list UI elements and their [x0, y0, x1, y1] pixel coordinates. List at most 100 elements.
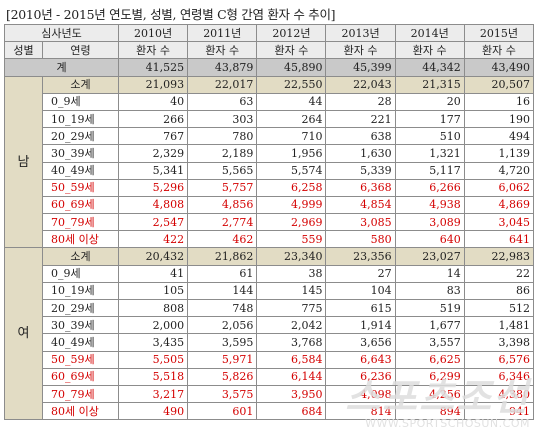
value-cell: 264 [256, 109, 327, 129]
total-label: 계 [3, 58, 120, 77]
value-cell: 1,139 [463, 144, 535, 163]
value-cell: 4,938 [394, 195, 465, 215]
value-cell: 4,854 [325, 195, 396, 215]
value-cell: 6,266 [394, 178, 465, 197]
age-cell: 30_39세 [41, 316, 120, 335]
value-cell: 775 [256, 298, 327, 318]
value-cell: 6,236 [325, 367, 396, 386]
total-cell: 41,525 [118, 58, 189, 77]
value-cell: 20 [394, 92, 465, 111]
value-cell: 490 [118, 402, 189, 421]
metric-header-row: 성별 연령 환자 수 환자 수 환자 수 환자 수 환자 수 환자 수 [4, 41, 535, 60]
value-cell: 5,826 [187, 367, 258, 386]
value-cell: 86 [463, 281, 535, 301]
value-cell: 5,574 [256, 161, 327, 180]
subtotal-row: 남 소계 21,093 22,017 22,550 22,043 21,315 20,507 [4, 75, 535, 249]
value-cell: 748 [187, 298, 258, 318]
metric-header: 환자 수 [187, 41, 258, 60]
subtotal-cell: 21,093 [118, 75, 189, 94]
value-cell: 105 [118, 281, 189, 301]
year-header: 2015년 [463, 23, 535, 43]
value-cell: 6,643 [325, 350, 396, 369]
value-cell: 14 [394, 264, 465, 283]
age-cell: 0_9세 [41, 264, 120, 283]
age-cell: 50_59세 [41, 350, 120, 369]
subtotal-cell: 20,432 [118, 247, 189, 266]
value-cell: 5,117 [394, 161, 465, 180]
value-cell: 1,321 [394, 144, 465, 163]
value-cell: 4,856 [187, 195, 258, 215]
value-cell: 40 [118, 92, 189, 111]
value-cell: 5,971 [187, 350, 258, 369]
age-cell: 10_19세 [41, 281, 120, 301]
value-cell: 641 [463, 230, 535, 249]
value-cell: 44 [256, 92, 327, 111]
value-cell: 266 [118, 109, 189, 129]
value-cell: 494 [463, 127, 535, 146]
value-cell: 3,089 [394, 213, 465, 232]
value-cell: 41 [118, 264, 189, 283]
table-row: 20_29세 767 780 710 638 510 494 [5, 127, 535, 146]
value-cell: 3,398 [463, 333, 535, 352]
subtotal-cell: 21,862 [187, 247, 258, 266]
value-cell: 3,575 [187, 384, 258, 404]
table-row: 30_39세 2,329 2,189 1,956 1,630 1,321 1,139 [5, 144, 535, 163]
value-cell: 104 [325, 281, 396, 301]
table-row: 0_9세 41 61 38 27 14 22 [5, 264, 535, 283]
year-header: 2013년 [325, 23, 396, 43]
year-header-row: 심사년도 2010년 2011년 2012년 2013년 2014년 2015년 [3, 23, 535, 43]
value-cell: 6,346 [463, 367, 535, 386]
value-cell: 3,085 [325, 213, 396, 232]
value-cell: 144 [187, 281, 258, 301]
value-cell: 512 [463, 298, 535, 318]
value-cell: 16 [463, 92, 535, 111]
subtotal-cell: 20,507 [463, 75, 535, 94]
value-cell: 519 [394, 298, 465, 318]
value-cell: 5,339 [325, 161, 396, 180]
value-cell: 2,000 [118, 316, 189, 335]
value-cell: 710 [256, 127, 327, 146]
year-header: 2014년 [394, 23, 465, 43]
sex-header: 성별 [4, 41, 43, 60]
table-row: 50_59세 5,505 5,971 6,584 6,643 6,625 6,576 [5, 350, 535, 369]
value-cell: 1,956 [256, 144, 327, 163]
value-cell: 5,757 [187, 178, 258, 197]
value-cell: 5,518 [118, 367, 189, 386]
value-cell: 5,296 [118, 178, 189, 197]
age-header: 연령 [41, 41, 120, 60]
year-header: 2010년 [118, 23, 189, 43]
value-cell: 2,329 [118, 144, 189, 163]
value-cell: 3,435 [118, 333, 189, 352]
metric-header: 환자 수 [118, 41, 189, 60]
age-cell: 40_49세 [41, 161, 120, 180]
total-cell: 43,879 [187, 58, 258, 77]
value-cell: 5,505 [118, 350, 189, 369]
age-cell: 10_19세 [41, 109, 120, 129]
total-cell: 45,399 [325, 58, 396, 77]
age-cell: 80세 이상 [41, 230, 120, 249]
table-title: [2010년 - 2015년 연도별, 성별, 연령별 C형 간염 환자 수 추… [6, 7, 336, 22]
value-cell: 640 [394, 230, 465, 249]
value-cell: 61 [187, 264, 258, 283]
value-cell: 3,217 [118, 384, 189, 404]
value-cell: 2,969 [256, 213, 327, 232]
value-cell: 83 [394, 281, 465, 301]
value-cell: 6,062 [463, 178, 535, 197]
table-row: 50_59세 5,296 5,757 6,258 6,368 6,266 6,062 [5, 178, 535, 197]
value-cell: 2,056 [187, 316, 258, 335]
value-cell: 601 [187, 402, 258, 421]
age-cell: 20_29세 [41, 127, 120, 146]
sex-cell: 여 [4, 247, 43, 421]
value-cell: 6,625 [394, 350, 465, 369]
value-cell: 4,256 [394, 384, 465, 404]
value-cell: 303 [187, 109, 258, 129]
age-cell: 70_79세 [41, 384, 120, 404]
total-cell: 43,490 [463, 58, 535, 77]
age-cell: 50_59세 [41, 178, 120, 197]
value-cell: 6,144 [256, 367, 327, 386]
age-cell: 40_49세 [41, 333, 120, 352]
table-row: 60_69세 5,518 5,826 6,144 6,236 6,299 6,346 [5, 367, 535, 386]
value-cell: 638 [325, 127, 396, 146]
value-cell: 63 [187, 92, 258, 111]
value-cell: 510 [394, 127, 465, 146]
